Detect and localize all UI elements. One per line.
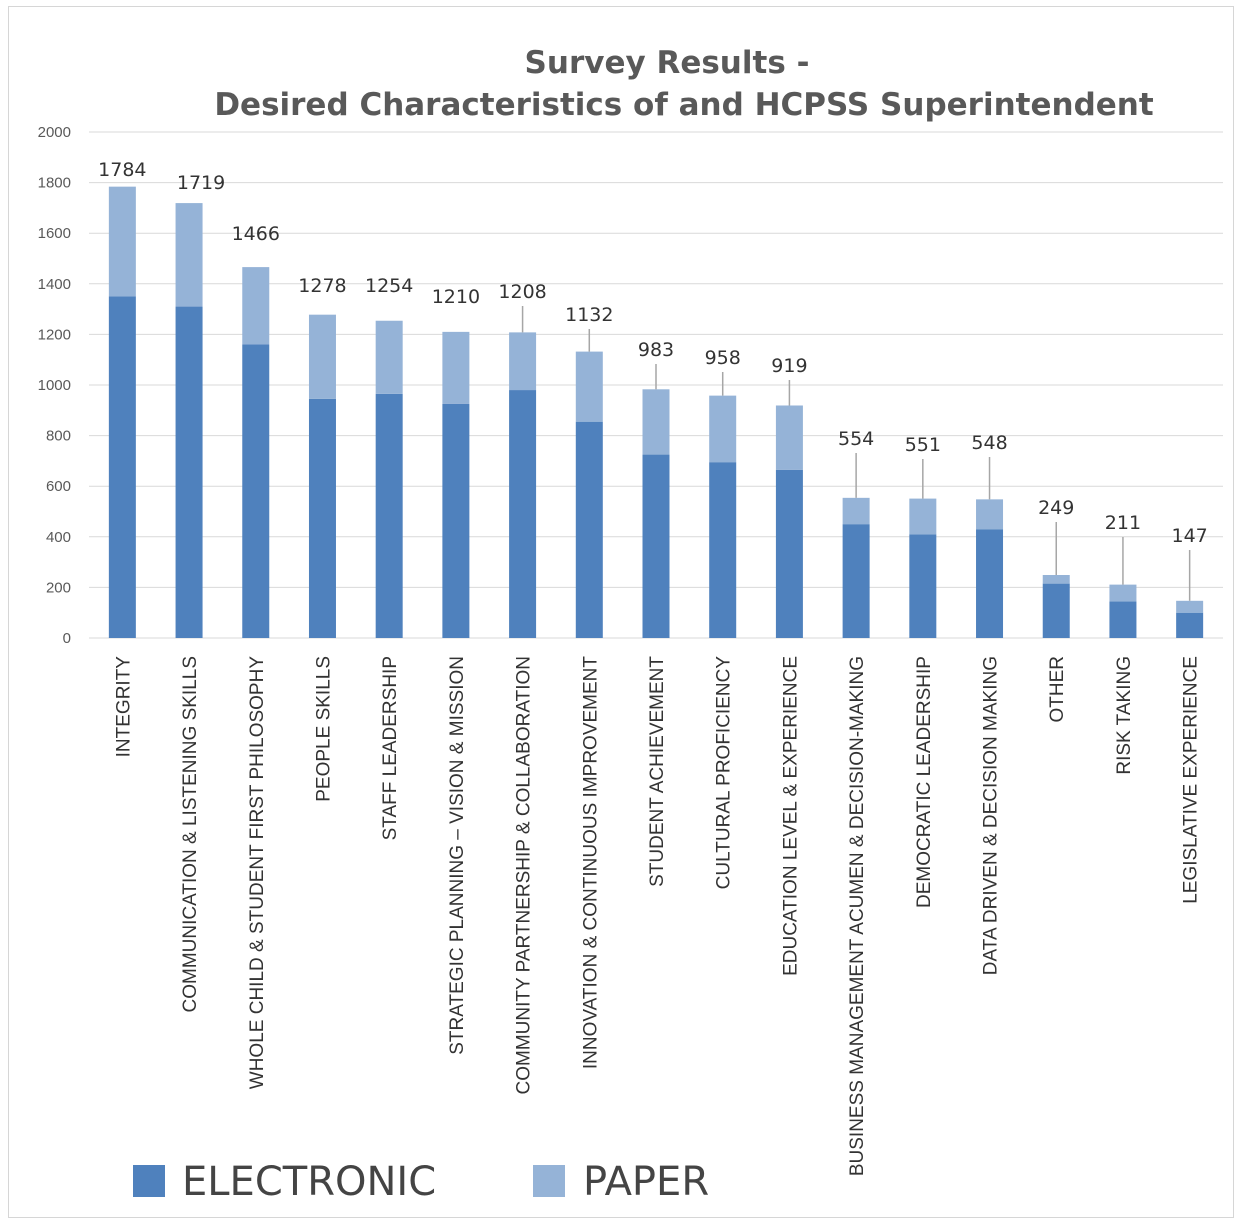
bar-paper — [108, 186, 136, 297]
bar-paper — [175, 203, 203, 307]
data-label: 548 — [971, 432, 1007, 454]
legend-label: PAPER — [583, 1159, 709, 1205]
data-label: 211 — [1105, 512, 1141, 534]
y-tick-label: 400 — [46, 529, 71, 546]
bar-electronic — [308, 398, 336, 638]
bar-electronic — [1176, 612, 1204, 638]
bar-electronic — [575, 421, 603, 638]
bar-chart: Survey Results - Desired Characteristics… — [38, 45, 1223, 1205]
bar-electronic — [909, 534, 937, 638]
y-tick-label: 1800 — [38, 175, 71, 192]
y-tick-label: 1000 — [38, 377, 71, 394]
bar-paper — [976, 499, 1004, 530]
x-category-label: LEGISLATIVE EXPERIENCE — [1181, 656, 1202, 904]
bar-electronic — [1042, 583, 1070, 638]
bar-paper — [642, 389, 670, 455]
x-category-label: STRATEGIC PLANNING – VISION & MISSION — [447, 656, 468, 1055]
bar-paper — [442, 331, 470, 404]
y-tick-label: 0 — [63, 630, 71, 647]
label-leader-lines — [521, 306, 1191, 601]
data-label: 1210 — [432, 286, 480, 308]
y-axis: 0 200 400 600 800 1000 1200 1400 1600 1800 2000 — [38, 124, 71, 647]
bar-paper — [1042, 575, 1070, 584]
y-tick-label: 1200 — [38, 326, 71, 343]
bar-electronic — [175, 306, 203, 638]
x-category-label: OTHER — [1047, 656, 1068, 723]
data-labels: 1784 1719 1466 1278 1254 1210 1208 1132 983 958 91… — [98, 159, 1208, 547]
x-category-label: DEMOCRATIC LEADERSHIP — [914, 656, 935, 908]
data-label: 1719 — [177, 172, 225, 194]
data-label: 1254 — [365, 275, 413, 297]
data-label: 1466 — [232, 223, 280, 245]
bar-paper — [909, 498, 937, 535]
x-category-label: DATA DRIVEN & DECISION MAKING — [981, 656, 1002, 975]
bar-electronic — [375, 393, 403, 638]
bar-paper — [709, 395, 737, 463]
y-tick-label: 200 — [46, 579, 71, 596]
x-category-label: CULTURAL PROFICIENCY — [714, 656, 735, 890]
x-axis: INTEGRITY COMMUNICATION & LISTENING SKILL… — [113, 656, 1201, 1177]
bar-paper — [1109, 584, 1137, 602]
x-category-label: STAFF LEADERSHIP — [380, 656, 401, 840]
bar-electronic — [242, 344, 270, 638]
bar-electronic — [442, 403, 470, 638]
data-label: 1132 — [565, 304, 613, 326]
bar-paper — [509, 332, 537, 391]
bar-paper — [375, 320, 403, 394]
legend-label: ELECTRONIC — [182, 1159, 436, 1205]
bar-electronic — [642, 454, 670, 638]
x-category-label: INNOVATION & CONTINUOUS IMPROVEMENT — [580, 656, 601, 1069]
bar-paper — [1176, 600, 1204, 613]
bar-electronic — [509, 390, 537, 638]
legend: ELECTRONIC PAPER — [133, 1159, 709, 1205]
bar-electronic — [842, 524, 870, 638]
data-label: 919 — [771, 355, 807, 377]
bar-paper — [842, 497, 870, 525]
x-category-label: WHOLE CHILD & STUDENT FIRST PHILOSOPHY — [247, 656, 268, 1090]
chart-subtitle: Desired Characteristics of and HCPSS Sup… — [214, 87, 1154, 123]
x-category-label: RISK TAKING — [1114, 656, 1135, 775]
x-category-label: COMMUNICATION & LISTENING SKILLS — [180, 656, 201, 1012]
data-label: 551 — [905, 434, 941, 456]
x-category-label: PEOPLE SKILLS — [313, 656, 334, 802]
bar-electronic — [108, 296, 136, 638]
bar-electronic — [976, 529, 1004, 638]
data-label: 1278 — [298, 275, 346, 297]
bar-paper — [575, 351, 603, 422]
x-category-label: COMMUNITY PARTNERSHIP & COLLABORATION — [514, 656, 535, 1094]
bars — [108, 186, 1204, 638]
y-tick-label: 800 — [46, 428, 71, 445]
bar-paper — [308, 314, 336, 399]
bar-electronic — [1109, 601, 1137, 638]
y-tick-label: 1600 — [38, 225, 71, 242]
y-tick-label: 2000 — [38, 124, 71, 141]
bar-paper — [775, 405, 803, 470]
data-label: 249 — [1038, 497, 1074, 519]
y-tick-label: 600 — [46, 478, 71, 495]
data-label: 554 — [838, 428, 874, 450]
bar-electronic — [775, 469, 803, 638]
chart-frame: Survey Results - Desired Characteristics… — [8, 6, 1234, 1218]
data-label: 958 — [705, 347, 741, 369]
bar-paper — [242, 267, 270, 345]
legend-swatch — [133, 1165, 165, 1197]
data-label: 1208 — [498, 281, 546, 303]
x-category-label: EDUCATION LEVEL & EXPERIENCE — [780, 656, 801, 976]
data-label: 983 — [638, 339, 674, 361]
x-category-label: BUSINESS MANAGEMENT ACUMEN & DECISION-MA… — [847, 656, 868, 1176]
bar-electronic — [709, 462, 737, 638]
data-label: 1784 — [98, 159, 146, 181]
chart-title: Survey Results - — [525, 45, 810, 81]
x-category-label: STUDENT ACHIEVEMENT — [647, 656, 668, 887]
x-category-label: INTEGRITY — [113, 656, 134, 758]
legend-swatch — [533, 1165, 565, 1197]
data-label: 147 — [1172, 525, 1208, 547]
y-tick-label: 1400 — [38, 276, 71, 293]
